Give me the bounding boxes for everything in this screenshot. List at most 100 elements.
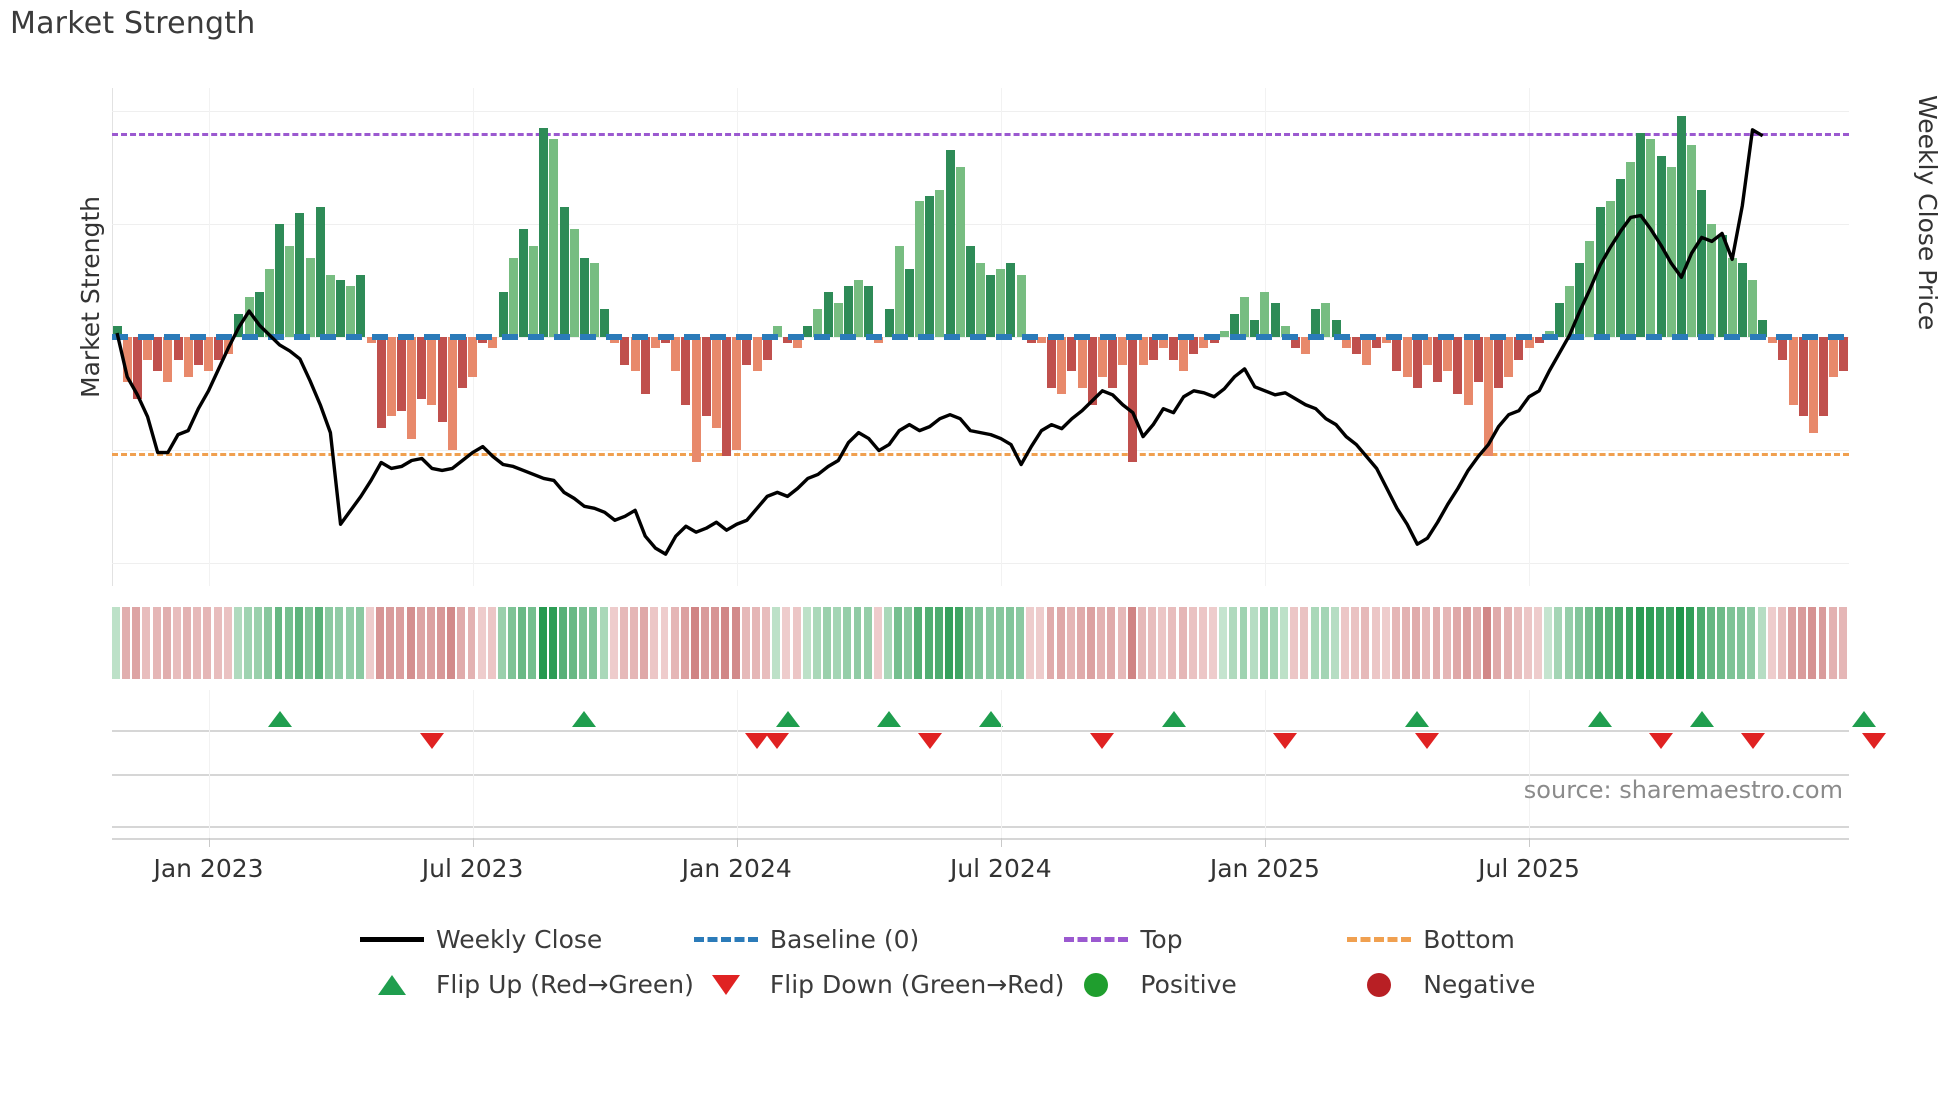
bar	[1717, 235, 1727, 337]
bar	[1402, 337, 1412, 377]
bar	[1138, 337, 1148, 366]
heatmap-cell	[1056, 607, 1065, 679]
bar	[1839, 337, 1849, 371]
heatmap-cell	[599, 607, 608, 679]
bar	[1737, 263, 1747, 337]
flip-up-marker	[572, 711, 597, 727]
bar	[1626, 161, 1636, 337]
heatmap-cell	[843, 607, 852, 679]
heatmap-cell	[1473, 607, 1482, 679]
heatmap-cell	[1523, 607, 1532, 679]
bar	[955, 167, 965, 337]
bar	[1169, 337, 1178, 360]
bar	[417, 337, 427, 400]
heatmap-cell	[680, 607, 689, 679]
heatmap-cell	[1087, 607, 1096, 679]
heatmap-cell	[396, 607, 405, 679]
bar	[346, 286, 356, 337]
heatmap-cell	[142, 607, 151, 679]
bar	[722, 337, 732, 456]
heatmap-cell	[995, 607, 1004, 679]
legend-item-positive[interactable]: Positive	[1064, 970, 1347, 999]
legend-item-flip-down[interactable]: Flip Down (Green→Red)	[694, 970, 1064, 999]
bar	[904, 269, 914, 337]
bottom-rule-upper	[112, 774, 1849, 776]
heatmap-cell	[1178, 607, 1187, 679]
heatmap-cell	[1310, 607, 1319, 679]
heatmap-cell	[863, 607, 872, 679]
bar	[1250, 320, 1260, 337]
legend-item-baseline[interactable]: Baseline (0)	[693, 925, 1065, 954]
heatmap-cell	[1158, 607, 1167, 679]
bar	[671, 337, 681, 371]
vertical-gridline	[736, 690, 738, 770]
heatmap-cell	[1422, 607, 1431, 679]
heatmap-cell	[1341, 607, 1350, 679]
bar	[1422, 337, 1432, 366]
bar	[650, 337, 660, 349]
bar	[1808, 337, 1818, 434]
bar	[915, 201, 925, 337]
heatmap-cell	[731, 607, 740, 679]
bar	[549, 138, 559, 337]
heatmap-cell	[1584, 607, 1593, 679]
heatmap-cell	[233, 607, 242, 679]
legend-item-weekly-close[interactable]: Weekly Close	[360, 925, 694, 954]
x-tick-label: Jul 2025	[1478, 854, 1580, 883]
flip-up-marker	[877, 711, 902, 727]
heatmap-cell	[1036, 607, 1045, 679]
line-icon	[360, 929, 424, 951]
bar	[711, 337, 721, 428]
flip-down-marker	[419, 733, 444, 749]
bar	[1351, 337, 1361, 354]
bar	[1372, 337, 1382, 349]
bar	[600, 308, 610, 337]
heatmap-cell	[782, 607, 791, 679]
bar	[1189, 337, 1199, 354]
triangle-up-icon	[360, 974, 424, 996]
bar	[295, 212, 305, 337]
bar	[1788, 337, 1798, 405]
bar	[1036, 337, 1046, 343]
heatmap-cell	[1838, 607, 1847, 679]
bar	[945, 150, 955, 337]
bar	[1067, 337, 1077, 371]
heatmap-cell	[345, 607, 354, 679]
heatmap-cell	[315, 607, 324, 679]
chart-legend: Weekly Close Baseline (0) Top Bottom Flip Up…	[360, 925, 1630, 999]
bar	[437, 337, 447, 422]
heatmap-cell	[1361, 607, 1370, 679]
bar	[935, 189, 945, 337]
bar	[1016, 274, 1026, 337]
heatmap-cell	[873, 607, 882, 679]
heatmap-cell	[172, 607, 181, 679]
vertical-gridline	[472, 690, 474, 770]
x-tick-label: Jan 2023	[153, 854, 264, 883]
heatmap-cell	[985, 607, 994, 679]
weekly-close-line	[115, 128, 1764, 556]
heatmap-cell	[528, 607, 537, 679]
dashed-line-icon	[1064, 929, 1129, 951]
bar	[498, 291, 508, 337]
legend-item-negative[interactable]: Negative	[1347, 970, 1630, 999]
heatmap-cell	[924, 607, 933, 679]
heatmap-cell	[335, 607, 344, 679]
bar	[1412, 337, 1422, 388]
heatmap-cell	[944, 607, 953, 679]
heatmap-cell	[1554, 607, 1563, 679]
vertical-gridline	[472, 770, 474, 840]
bar	[468, 337, 478, 377]
source-panel: source: sharemaestro.com	[112, 770, 1849, 840]
bar	[1433, 337, 1443, 383]
bar	[884, 308, 894, 337]
legend-item-flip-up[interactable]: Flip Up (Red→Green)	[360, 970, 694, 999]
legend-item-bottom[interactable]: Bottom	[1347, 925, 1630, 954]
bar	[529, 246, 539, 337]
heatmap-cell	[203, 607, 212, 679]
bar	[1087, 337, 1097, 405]
x-tick-mark	[736, 838, 738, 847]
heatmap-cell	[1280, 607, 1289, 679]
legend-item-top[interactable]: Top	[1064, 925, 1347, 954]
bar	[1615, 178, 1625, 337]
